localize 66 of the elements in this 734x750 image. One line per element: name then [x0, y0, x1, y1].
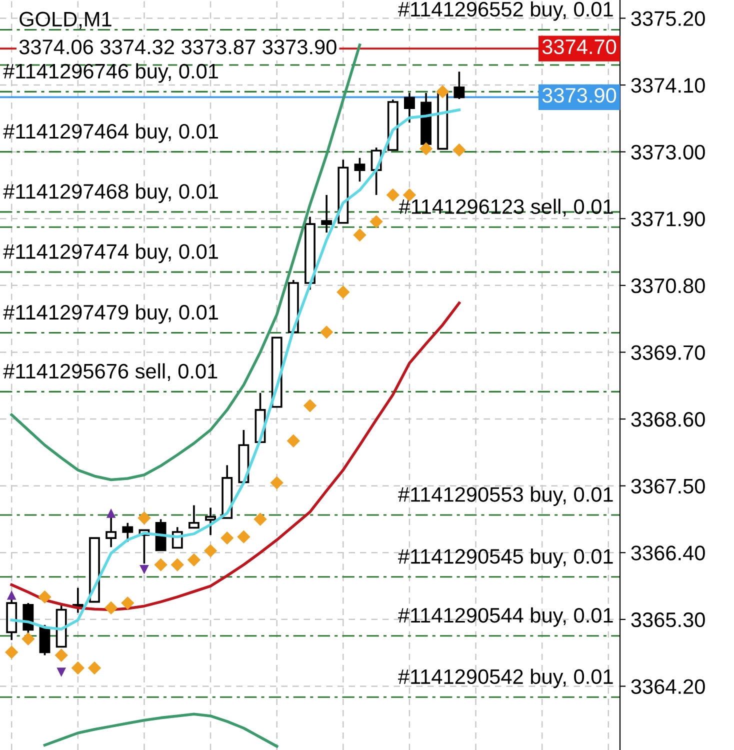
ref-line-label: #1141290544 buy, 0.01 — [398, 607, 613, 627]
ref-line-label: #1141297468 buy, 0.01 — [3, 184, 218, 203]
ref-line-label: #1141297479 buy, 0.01 — [3, 304, 218, 324]
point — [6, 590, 16, 600]
y-tick-label: 3375.20 — [631, 11, 705, 26]
point — [187, 553, 201, 567]
candlestick — [188, 504, 200, 529]
point — [121, 596, 134, 610]
point — [56, 668, 66, 677]
y-tick-label: 3364.20 — [631, 679, 705, 694]
point — [419, 142, 433, 156]
y-tick-label: 3365.30 — [631, 612, 705, 628]
candlestick — [321, 194, 332, 234]
point — [138, 511, 151, 525]
point — [140, 564, 149, 574]
point — [336, 286, 350, 299]
point — [204, 544, 218, 558]
point — [270, 476, 284, 490]
point — [154, 558, 168, 572]
chart-title: GOLD,M1 — [20, 12, 112, 30]
candlestick — [454, 70, 465, 100]
text: 3374.06 3374.32 3373.87 3373.90 — [19, 40, 336, 54]
ref-line-label: #1141290542 buy, 0.01 — [398, 668, 613, 688]
y-tick-label: 3370.80 — [631, 278, 705, 294]
candlestick — [354, 156, 366, 182]
y-tick-label: 3366.40 — [631, 546, 705, 560]
ref-line-label: #1141295676 sell, 0.01 — [3, 363, 218, 382]
ref-line-label: 3374.70 — [542, 39, 616, 54]
point — [370, 215, 383, 228]
point — [38, 590, 52, 604]
candlestick — [205, 506, 216, 536]
point — [54, 648, 68, 662]
point — [237, 530, 250, 544]
y-tick-label: 3374.10 — [631, 78, 705, 93]
point — [106, 508, 116, 518]
point — [5, 646, 18, 659]
point — [286, 434, 300, 448]
ref-line-label: #1141297464 buy, 0.01 — [3, 123, 218, 143]
point — [220, 531, 234, 545]
y-tick-label: 3373.00 — [631, 144, 705, 160]
y-tick-label: 3367.50 — [631, 478, 705, 494]
point — [254, 512, 267, 526]
ref-line-label: 3373.90 — [542, 88, 616, 103]
point — [170, 558, 184, 572]
ref-line-label: #1141296746 buy, 0.01 — [3, 63, 218, 83]
ref-line-label: #1141297474 buy, 0.01 — [3, 244, 218, 264]
ref-line-label: #1141296552 buy, 0.01 — [398, 1, 613, 21]
point — [452, 143, 466, 157]
point — [353, 228, 366, 242]
point — [88, 661, 102, 675]
y-tick-label: 3368.60 — [631, 412, 705, 427]
point — [104, 601, 118, 614]
candlestick — [404, 92, 415, 124]
ref-line-label: #1141290553 buy, 0.01 — [398, 486, 613, 506]
point — [320, 326, 334, 339]
point — [303, 399, 317, 412]
ref-line-label: #1141290545 buy, 0.01 — [398, 548, 613, 568]
point — [386, 188, 400, 202]
y-tick-label: 3371.90 — [631, 212, 705, 226]
point — [22, 632, 35, 646]
candlestick — [122, 522, 134, 543]
y-tick-label: 3369.70 — [631, 345, 705, 360]
point — [71, 661, 85, 675]
line-series — [43, 712, 278, 748]
ref-line-label: #1141296123 sell, 0.01 — [398, 198, 613, 216]
point — [436, 85, 450, 98]
